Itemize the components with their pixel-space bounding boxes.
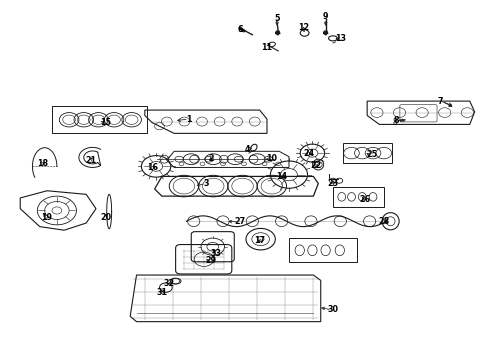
- Bar: [52, 107, 147, 134]
- Text: 4: 4: [245, 145, 250, 154]
- Bar: [289, 238, 357, 262]
- Text: 6: 6: [237, 25, 243, 34]
- Text: 32: 32: [164, 279, 175, 288]
- Text: 29: 29: [205, 256, 217, 265]
- Text: 14: 14: [276, 172, 287, 181]
- Text: 22: 22: [310, 161, 321, 170]
- Text: 9: 9: [323, 12, 328, 21]
- Text: 26: 26: [359, 195, 370, 204]
- Text: 18: 18: [37, 159, 48, 168]
- Text: 12: 12: [298, 23, 309, 32]
- Text: 23: 23: [327, 179, 339, 188]
- Text: 10: 10: [267, 154, 277, 163]
- Text: 30: 30: [327, 305, 339, 314]
- Text: 15: 15: [100, 118, 111, 127]
- Text: 16: 16: [147, 163, 158, 172]
- Text: 24: 24: [303, 149, 314, 158]
- Text: 21: 21: [86, 156, 97, 165]
- Text: 31: 31: [156, 288, 168, 297]
- Text: 7: 7: [438, 96, 443, 105]
- Text: 28: 28: [379, 217, 390, 226]
- Text: 19: 19: [42, 213, 52, 222]
- Text: 8: 8: [392, 118, 397, 127]
- Text: 20: 20: [100, 213, 111, 222]
- Text: 11: 11: [262, 43, 272, 52]
- Text: 33: 33: [210, 249, 221, 258]
- Bar: [333, 187, 384, 207]
- Text: 27: 27: [235, 217, 245, 226]
- Text: 3: 3: [203, 179, 209, 188]
- Text: 2: 2: [208, 154, 214, 163]
- Text: 17: 17: [254, 237, 265, 246]
- Text: 13: 13: [335, 34, 346, 43]
- Text: 8: 8: [393, 116, 399, 125]
- FancyArrow shape: [323, 31, 328, 35]
- Text: 25: 25: [367, 150, 378, 159]
- FancyArrow shape: [275, 31, 280, 35]
- Bar: [343, 143, 392, 163]
- Text: 1: 1: [186, 114, 192, 123]
- Text: 5: 5: [274, 14, 279, 23]
